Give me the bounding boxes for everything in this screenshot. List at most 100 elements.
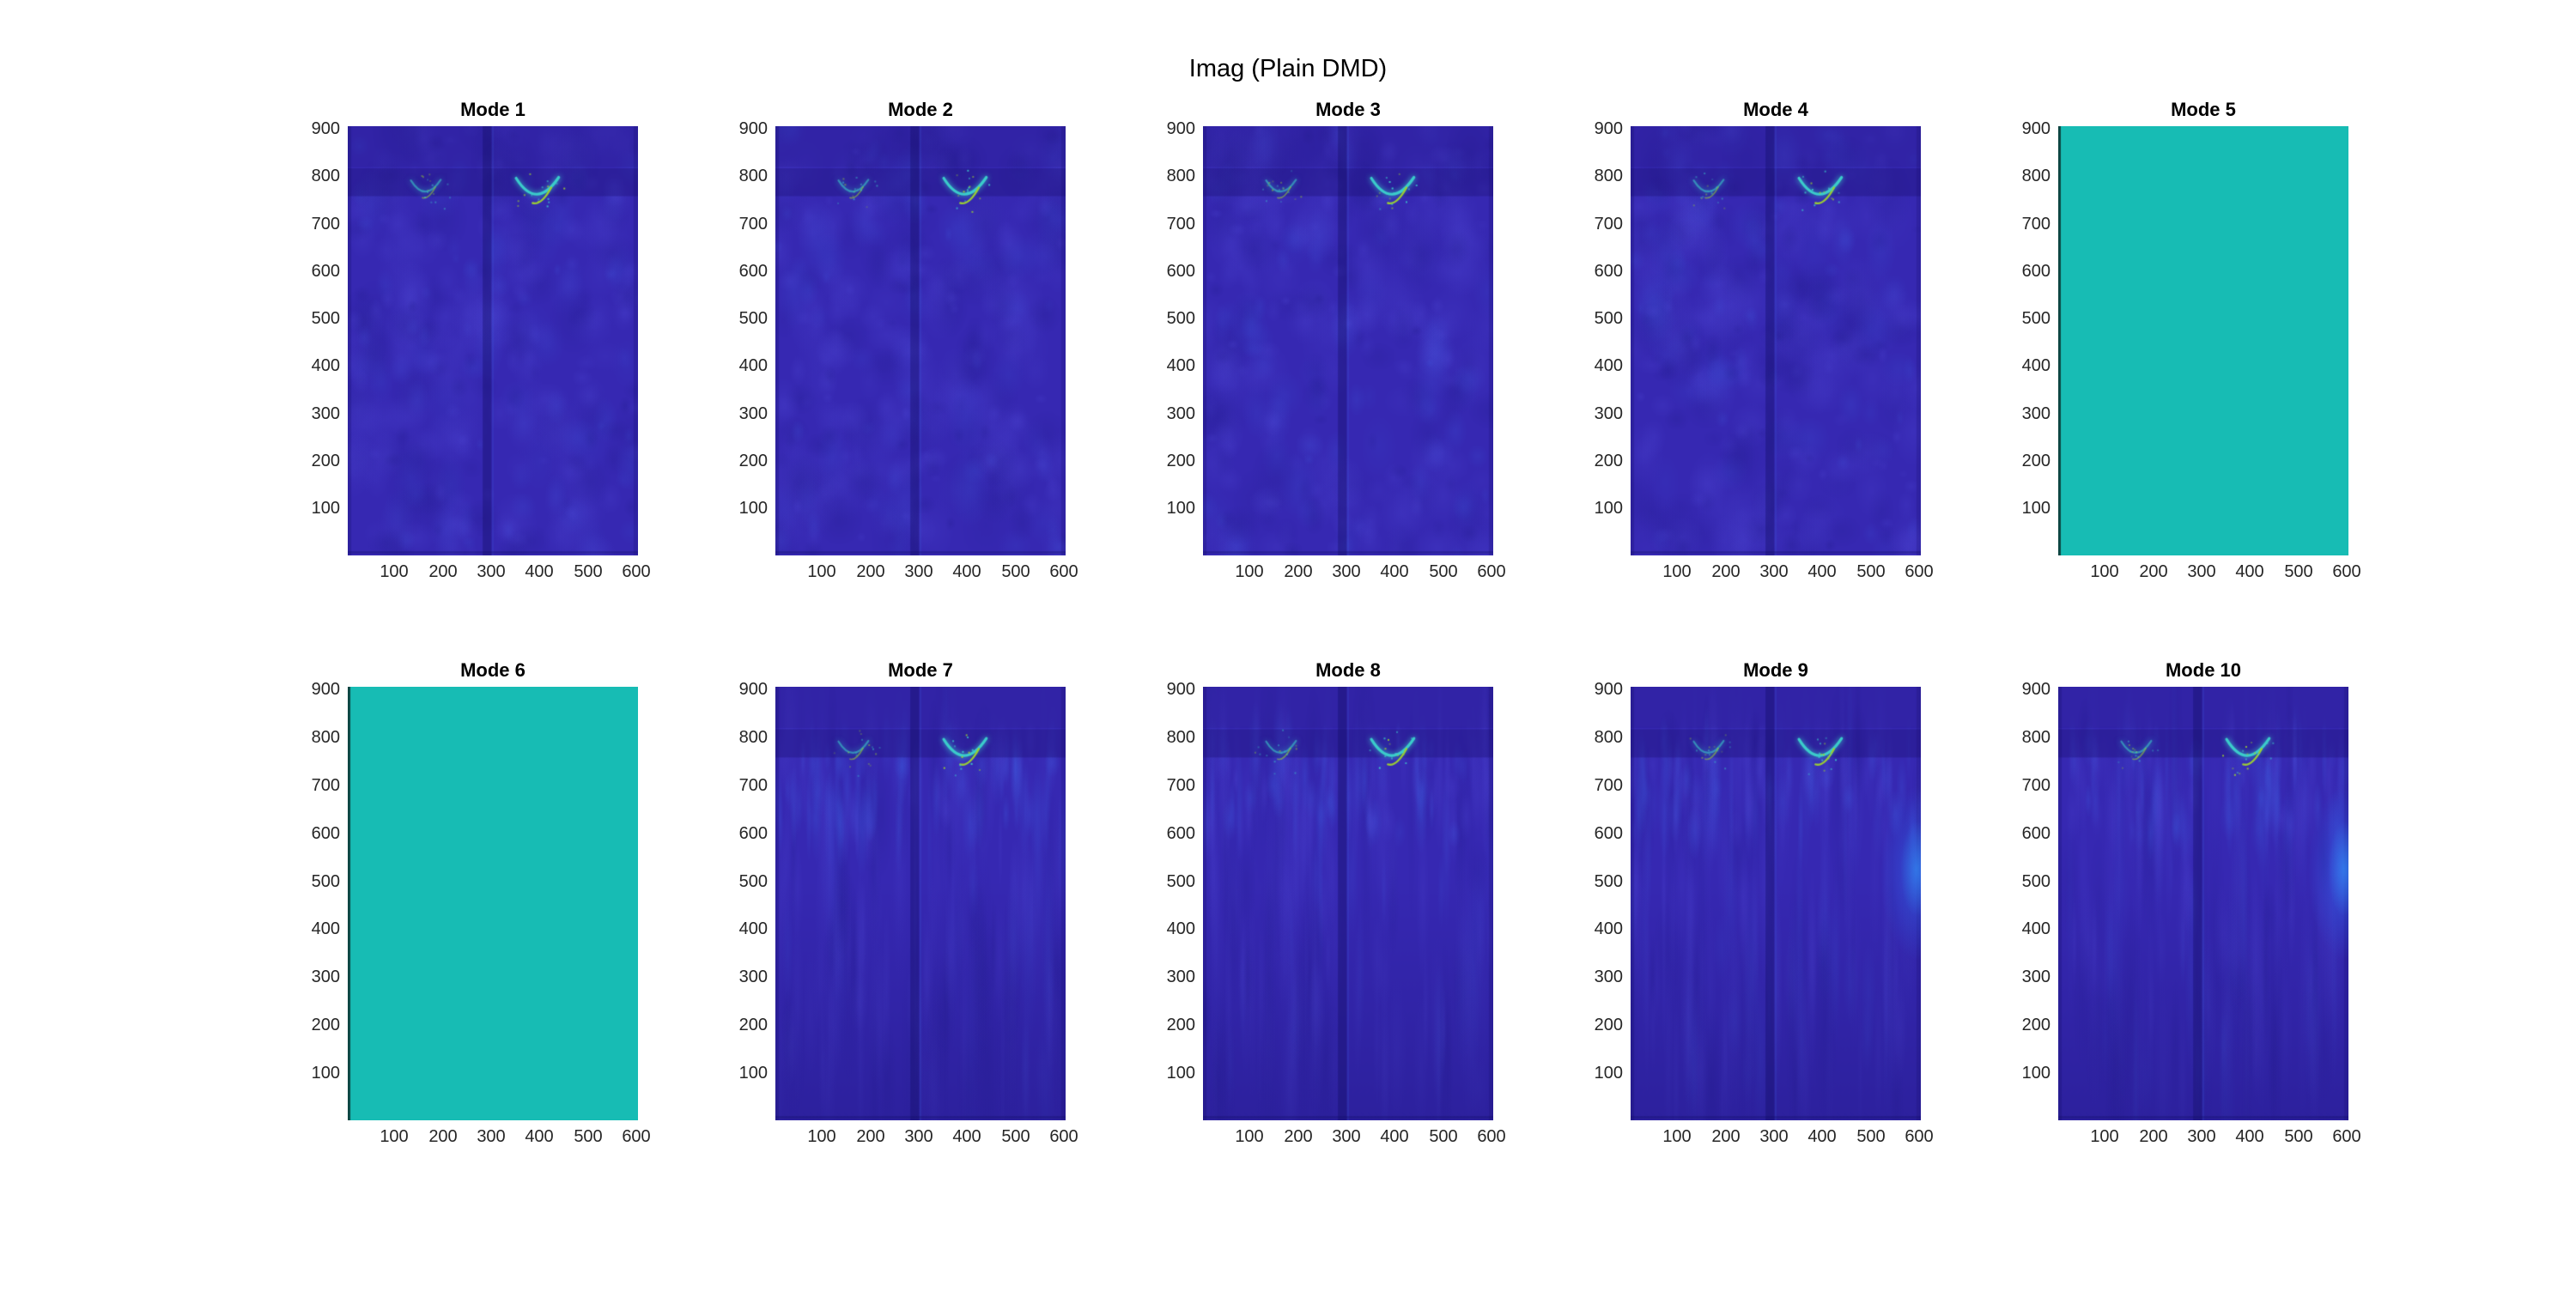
y-tick-label: 400 [738,919,768,938]
y-tick-label: 800 [1166,167,1195,185]
x-tick-label: 200 [1284,562,1313,581]
subplot-mode-7: Mode 7 900 800 700 600 500 400 300 200 100 100 200 3… [739,658,1078,1145]
x-tick-label: 300 [1759,1127,1789,1146]
y-tick-label: 200 [738,452,768,470]
subplot-title: Mode 5 [2171,99,2236,120]
y-tick-label: 600 [738,262,768,281]
y-tick-label: 900 [1594,119,1623,138]
x-tick-label: 600 [1049,1127,1078,1146]
x-tick-label: 300 [904,1127,933,1146]
y-tick-label: 600 [1594,824,1623,843]
plot-area: 900 800 700 600 500 400 300 200 100 100 200 300 400 5… [1167,681,1506,1145]
plot-area: 900 800 700 600 500 400 300 200 100 100 200 300 400 5… [2022,681,2361,1145]
x-tick-label: 100 [380,562,409,581]
y-tick-label: 700 [1166,215,1195,234]
y-tick-label: 500 [738,309,768,328]
x-tick-label: 400 [1380,1127,1409,1146]
y-tick-label: 700 [1166,776,1195,795]
y-tick-label: 600 [311,824,340,843]
x-tick-label: 500 [1856,562,1886,581]
plot-area: 900 800 700 600 500 400 300 200 100 100 200 300 400 5… [1167,120,1506,580]
plot-area: 900 800 700 600 500 400 300 200 100 100 200 300 400 5… [312,120,651,580]
y-tick-label: 100 [1166,1064,1195,1083]
x-tick-label: 600 [622,1127,651,1146]
x-tick-label: 400 [1807,562,1837,581]
y-tick-label: 700 [311,776,340,795]
y-tick-label: 800 [1594,167,1623,185]
x-tick-label: 600 [2332,562,2361,581]
y-tick-label: 100 [738,499,768,518]
y-tick-label: 100 [311,499,340,518]
subplot-mode-1: Mode 1 900 800 700 600 500 400 300 200 100 100 200 3… [312,97,651,580]
y-tick-label: 600 [1594,262,1623,281]
y-tick-label: 200 [311,452,340,470]
y-tick-label: 400 [2021,356,2050,375]
x-tick-label: 100 [1662,562,1692,581]
subplot-mode-2: Mode 2 900 800 700 600 500 400 300 200 100 100 200 3… [739,97,1078,580]
subplot-mode-9: Mode 9 900 800 700 600 500 400 300 200 100 100 200 3… [1595,658,1934,1145]
x-tick-label: 100 [1662,1127,1692,1146]
y-tick-label: 800 [311,167,340,185]
x-tick-label: 300 [1759,562,1789,581]
x-tick-label: 400 [952,1127,981,1146]
heatmap-canvas [2058,687,2348,1120]
y-tick-label: 500 [311,309,340,328]
heatmap-canvas [1203,687,1493,1120]
x-tick-label: 200 [856,562,885,581]
y-tick-label: 800 [2021,167,2050,185]
x-tick-label: 600 [1905,1127,1934,1146]
x-tick-label: 500 [574,1127,603,1146]
x-tick-label: 100 [2090,1127,2119,1146]
x-tick-label: 500 [574,562,603,581]
x-tick-label: 400 [1380,562,1409,581]
subplot-title: Mode 9 [1743,659,1808,681]
y-tick-label: 600 [1166,262,1195,281]
y-tick-label: 400 [311,919,340,938]
subplot-mode-10: Mode 10 900 800 700 600 500 400 300 200 100 100 200… [2022,658,2361,1145]
heatmap-canvas [2058,126,2348,555]
x-tick-label: 300 [1332,1127,1361,1146]
heatmap-canvas [1631,687,1921,1120]
x-tick-label: 400 [2235,562,2264,581]
y-tick-label: 400 [1594,356,1623,375]
y-tick-label: 700 [738,776,768,795]
y-tick-label: 600 [311,262,340,281]
y-tick-label: 100 [1166,499,1195,518]
x-tick-label: 600 [2332,1127,2361,1146]
x-tick-label: 200 [1711,1127,1741,1146]
y-tick-label: 700 [1594,215,1623,234]
y-tick-label: 500 [738,872,768,891]
x-tick-label: 500 [1856,1127,1886,1146]
y-tick-label: 300 [1166,967,1195,986]
y-tick-label: 900 [738,119,768,138]
heatmap-canvas [775,687,1066,1120]
subplot-title: Mode 4 [1743,99,1808,120]
subplot-title: Mode 3 [1315,99,1381,120]
y-tick-label: 600 [2021,824,2050,843]
y-tick-label: 900 [311,119,340,138]
y-tick-label: 400 [738,356,768,375]
subplot-title: Mode 10 [2165,659,2242,681]
x-tick-label: 500 [1001,1127,1030,1146]
y-tick-label: 200 [311,1016,340,1034]
x-tick-label: 500 [2284,1127,2313,1146]
x-tick-label: 300 [2187,1127,2216,1146]
y-tick-label: 800 [738,728,768,747]
y-tick-label: 800 [738,167,768,185]
x-tick-label: 400 [952,562,981,581]
y-tick-label: 500 [1166,872,1195,891]
x-tick-label: 200 [2139,1127,2168,1146]
y-tick-label: 500 [311,872,340,891]
y-tick-label: 200 [2021,452,2050,470]
y-tick-label: 900 [2021,119,2050,138]
y-tick-label: 800 [1166,728,1195,747]
y-tick-label: 400 [1594,919,1623,938]
y-tick-label: 500 [1594,309,1623,328]
x-tick-label: 100 [380,1127,409,1146]
y-tick-label: 300 [738,967,768,986]
subplot-grid: Mode 1 900 800 700 600 500 400 300 200 100 100 200 3… [312,97,2361,1145]
y-tick-label: 900 [1166,680,1195,699]
y-tick-label: 200 [1166,452,1195,470]
heatmap-canvas [348,687,638,1120]
plot-area: 900 800 700 600 500 400 300 200 100 100 200 300 400 5… [739,681,1078,1145]
